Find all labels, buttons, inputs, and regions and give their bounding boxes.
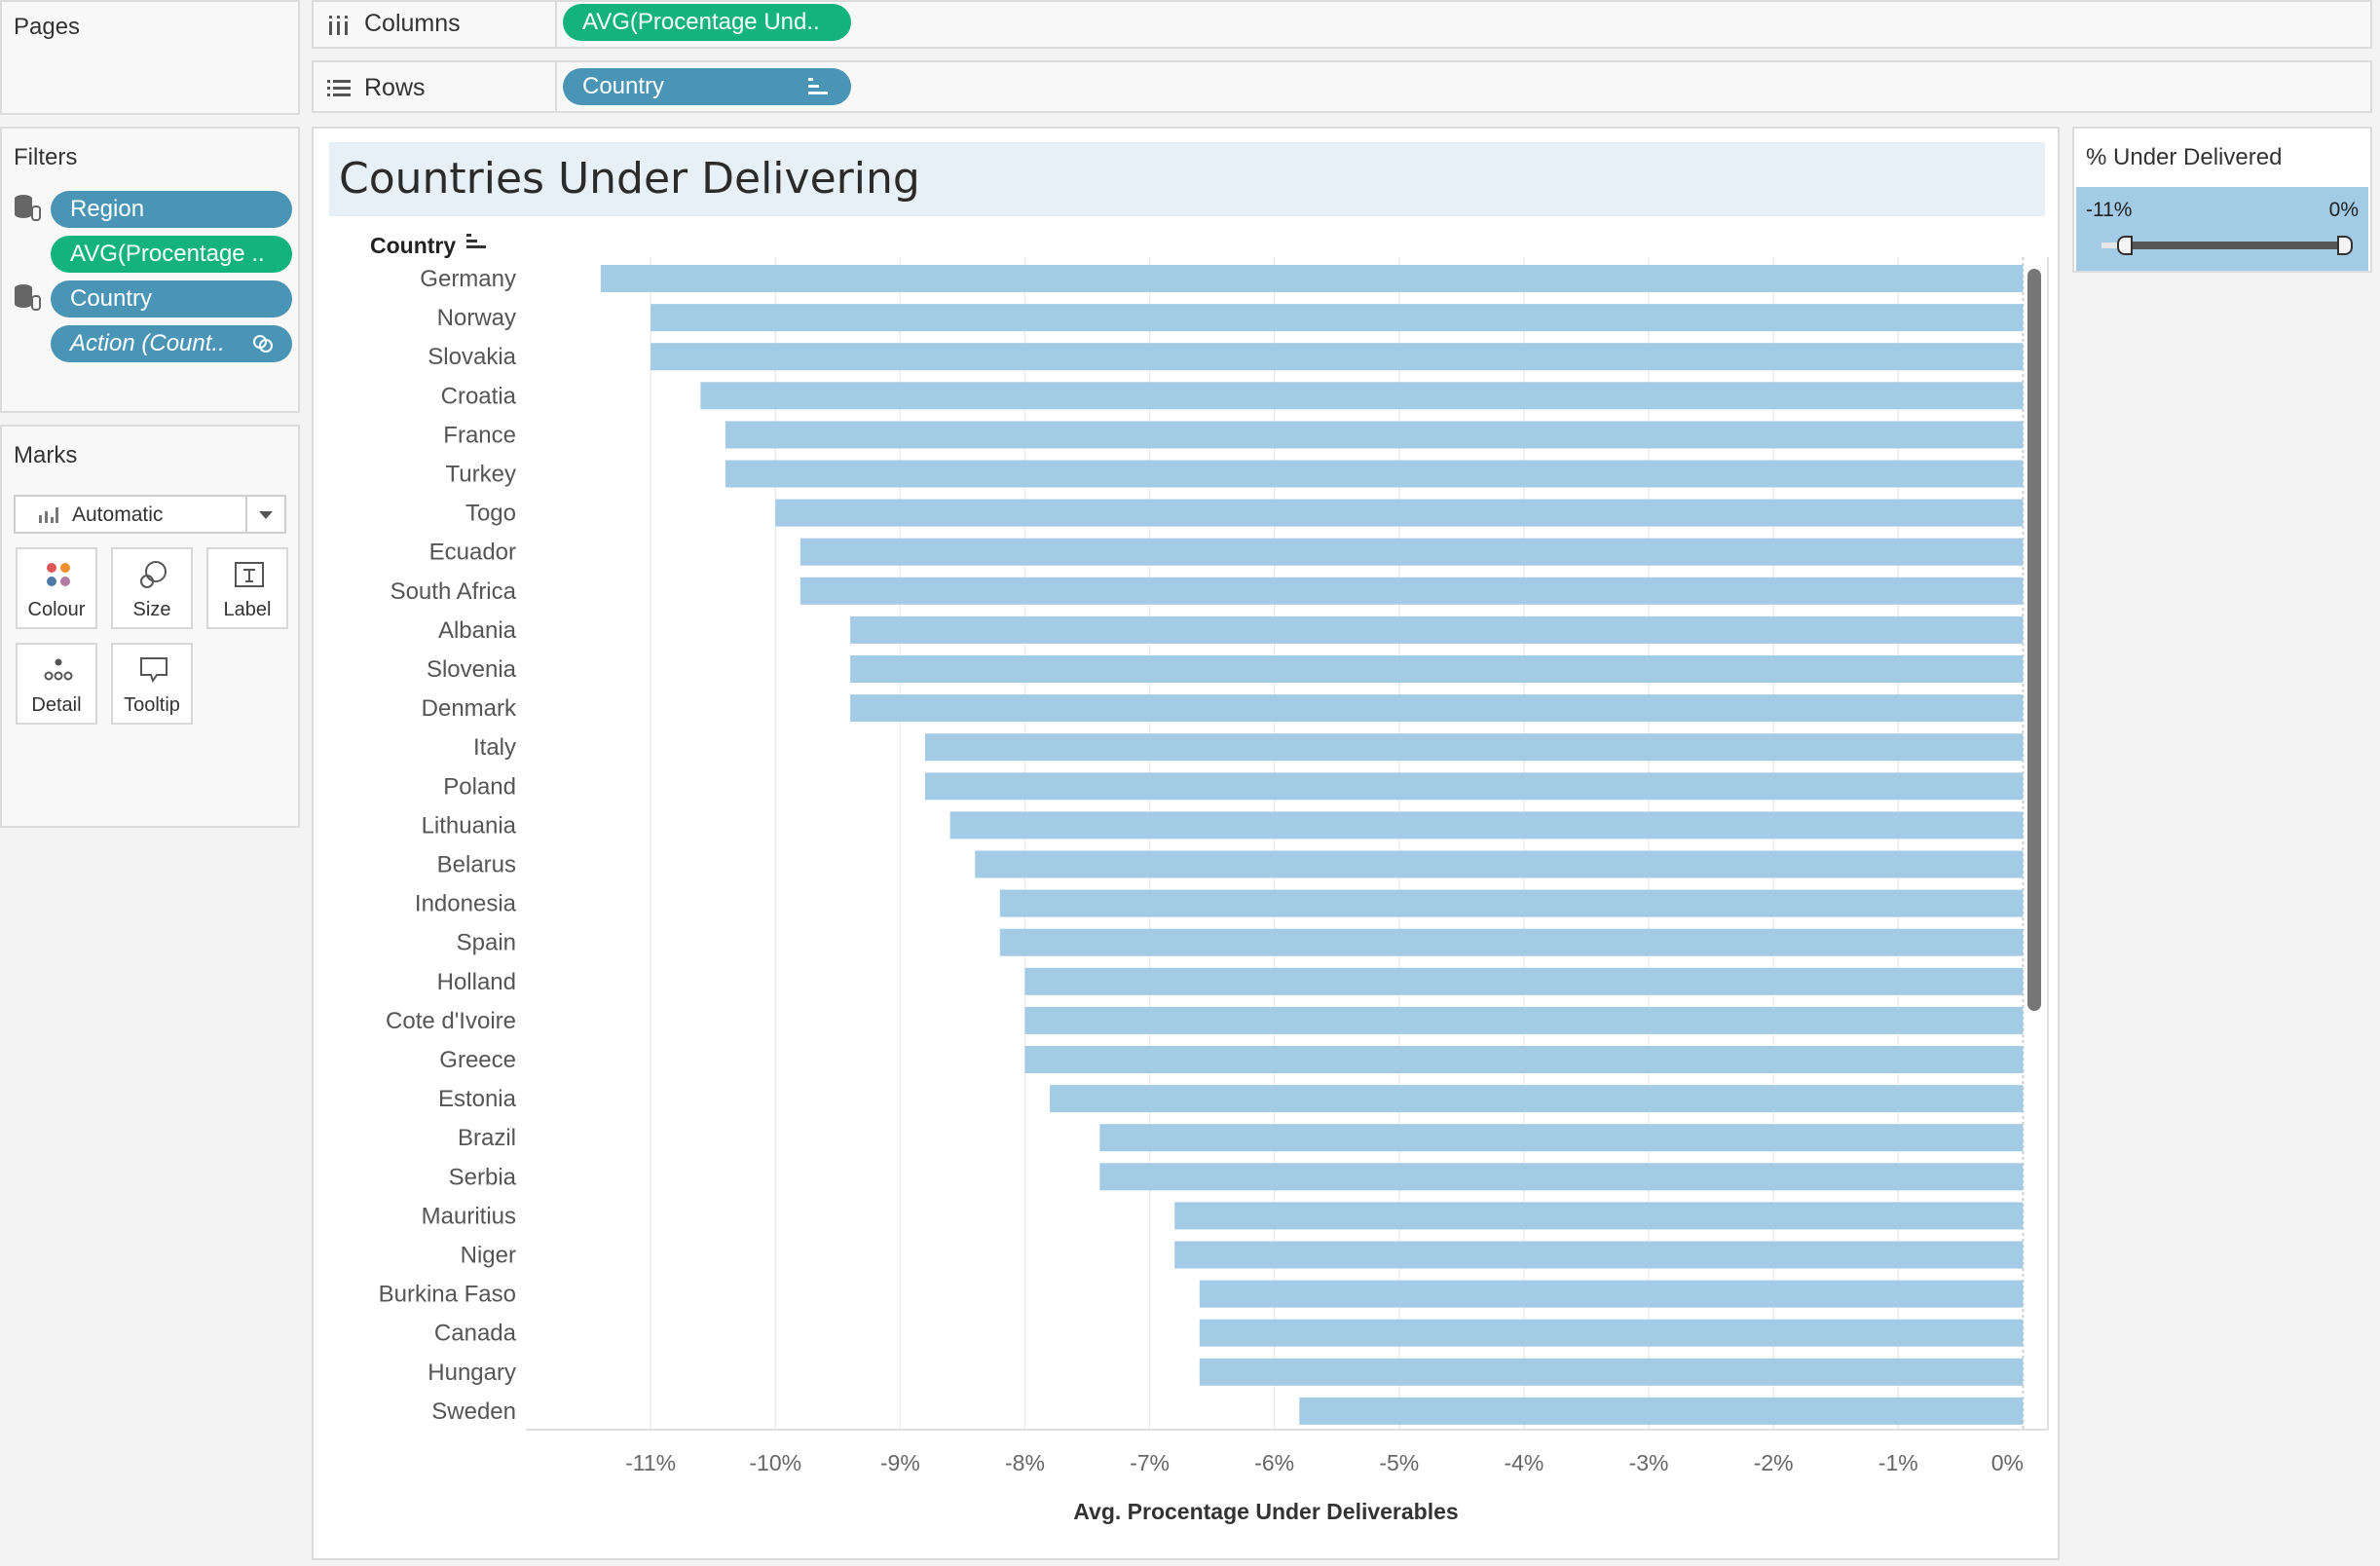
database-link-icon: [15, 284, 41, 311]
tooltip-button[interactable]: Tooltip: [111, 643, 193, 725]
label-button[interactable]: Label: [206, 547, 288, 629]
columns-label: Columns: [314, 2, 557, 47]
columns-icon: [329, 16, 348, 35]
detail-button[interactable]: Detail: [16, 643, 97, 725]
marks-title: Marks: [14, 442, 78, 468]
rows-icon: [327, 80, 351, 96]
filters-title: Filters: [14, 144, 78, 170]
link-icon: [253, 335, 273, 353]
rows-pill-label: Country: [582, 73, 665, 99]
filter-region[interactable]: Region: [51, 191, 292, 228]
pages-title: Pages: [14, 14, 81, 40]
columns-shelf[interactable]: Columns AVG(Procentage Und..: [312, 0, 2372, 49]
detail-icon: [44, 658, 73, 681]
bar-chart-icon: [39, 507, 58, 523]
worksheet-view[interactable]: Countries Under Delivering: [312, 127, 2060, 1560]
tooltip-icon: [140, 657, 167, 684]
columns-pill[interactable]: AVG(Procentage Und..: [563, 4, 851, 41]
filter-country[interactable]: Country: [51, 280, 292, 317]
marks-panel: Marks Automatic Colour Size: [0, 425, 300, 828]
label-label: Label: [223, 599, 272, 620]
filter-action-country[interactable]: Action (Count..: [51, 325, 292, 362]
detail-label: Detail: [31, 694, 82, 716]
filter-avg-procentage[interactable]: AVG(Procentage ..: [51, 236, 292, 273]
filter-action-label: Action (Count..: [70, 330, 225, 356]
dropdown-divider: [245, 497, 247, 532]
size-label: Size: [132, 599, 171, 620]
rows-pill[interactable]: Country: [563, 68, 851, 105]
size-button[interactable]: Size: [111, 547, 193, 629]
mark-type-label: Automatic: [72, 503, 164, 526]
text-label-icon: [235, 562, 264, 587]
tooltip-label: Tooltip: [124, 694, 180, 716]
filters-panel: Filters Region AVG(Procentage .. Country…: [0, 127, 300, 413]
filter-region-label: Region: [70, 196, 145, 222]
columns-label-text: Columns: [364, 10, 461, 37]
colour-button[interactable]: Colour: [16, 547, 97, 629]
mark-type-dropdown[interactable]: Automatic: [14, 495, 286, 534]
sort-descending-icon[interactable]: [808, 77, 830, 96]
slider-track-active[interactable]: [2118, 242, 2351, 249]
slider-min-handle[interactable]: [2116, 236, 2133, 255]
under-delivered-filter-card: % Under Delivered -11% 0%: [2072, 127, 2372, 273]
rows-label-text: Rows: [364, 74, 426, 101]
slider-track-inactive: [2101, 242, 2119, 248]
slider-max-handle[interactable]: [2337, 236, 2353, 255]
vertical-scrollbar[interactable]: [2027, 269, 2041, 1011]
rows-label: Rows: [314, 62, 557, 111]
range-max-value: 0%: [2328, 199, 2359, 221]
columns-pill-label: AVG(Procentage Und..: [582, 9, 820, 35]
filter-country-label: Country: [70, 285, 153, 312]
colour-label: Colour: [27, 599, 86, 620]
rows-shelf[interactable]: Rows Country: [312, 60, 2372, 113]
pages-panel[interactable]: Pages: [0, 0, 300, 115]
size-icon: [140, 561, 167, 588]
chevron-down-icon[interactable]: [259, 511, 273, 519]
colour-icon: [47, 563, 70, 586]
chart-title-bar: Countries Under Delivering: [329, 142, 2045, 216]
range-min-value: -11%: [2086, 199, 2133, 221]
legend-title: % Under Delivered: [2086, 144, 2283, 170]
range-slider-band: -11% 0%: [2076, 187, 2368, 271]
database-link-icon: [15, 195, 41, 221]
filter-avg-label: AVG(Procentage ..: [70, 241, 265, 267]
chart-title: Countries Under Delivering: [339, 154, 920, 204]
